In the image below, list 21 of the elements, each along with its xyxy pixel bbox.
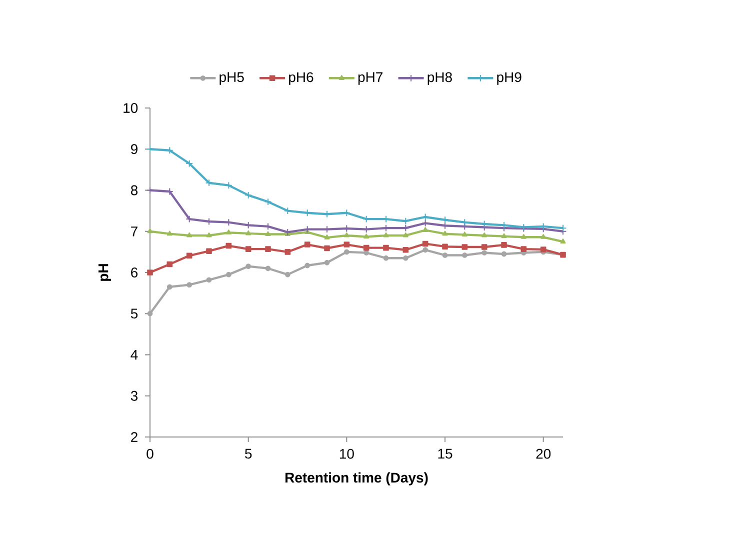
legend-label: pH9 bbox=[497, 72, 522, 85]
y-tick-label: 10 bbox=[124, 103, 138, 113]
y-tick-label: 8 bbox=[130, 185, 138, 196]
legend-label: pH6 bbox=[289, 72, 314, 85]
legend-label: pH8 bbox=[428, 72, 452, 85]
x-axis-title: Retention time (Days) bbox=[285, 472, 428, 486]
x-tick-label: 10 bbox=[340, 448, 354, 459]
x-tick-label: 15 bbox=[438, 448, 452, 459]
y-tick-label: 5 bbox=[130, 308, 138, 319]
x-tick-label: 0 bbox=[146, 448, 154, 459]
x-tick-label: 5 bbox=[245, 448, 252, 459]
x-tick-label: 20 bbox=[536, 448, 551, 459]
y-tick-label: 4 bbox=[130, 350, 138, 360]
y-tick-label: 6 bbox=[131, 268, 138, 278]
legend-label: pH5 bbox=[220, 72, 244, 85]
y-tick-label: 2 bbox=[131, 432, 138, 442]
y-tick-label: 3 bbox=[130, 390, 138, 401]
y-axis-title: pH bbox=[98, 264, 112, 281]
y-tick-label: 7 bbox=[131, 226, 138, 236]
y-tick-label: 9 bbox=[131, 144, 138, 154]
legend-label: pH7 bbox=[358, 72, 382, 85]
